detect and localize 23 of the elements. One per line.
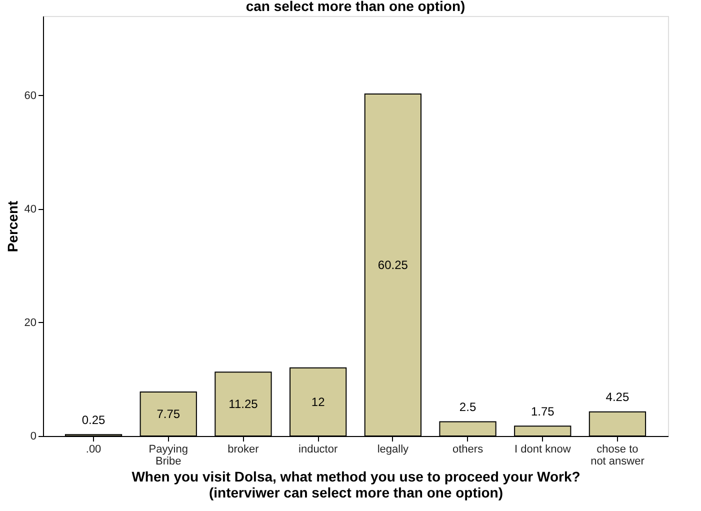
x-tick-label: .00: [86, 444, 102, 456]
data-label: 12: [311, 394, 326, 409]
y-axis-title: Percent: [4, 200, 20, 252]
y-tick-label: 60: [24, 90, 36, 102]
data-label: 60.25: [378, 258, 408, 272]
x-tick-label: inductor: [298, 444, 338, 456]
x-tick-label: I dont know: [514, 444, 571, 456]
data-label: 7.75: [156, 407, 180, 422]
data-label: 4.25: [606, 390, 630, 404]
x-tick-label: broker: [228, 444, 260, 456]
x-tick-label: others: [452, 444, 484, 456]
x-axis-title: When you visit Dolsa, what method you use to proceed your Work? (interviwer can select more than one option): [132, 468, 580, 500]
data-label: 11.25: [228, 397, 258, 412]
data-label: 2.5: [459, 400, 476, 414]
x-tick-label: legally: [377, 444, 410, 456]
y-tick-label: 40: [24, 203, 36, 216]
y-tick-label: 0: [30, 430, 36, 442]
data-label: 1.75: [530, 404, 555, 418]
chart-title: can select more than one option): [246, 0, 466, 14]
x-tick-label: chose to not answer: [590, 444, 645, 468]
y-tick-label: 20: [24, 316, 36, 329]
x-tick-label: Payying Bribe: [148, 444, 188, 468]
data-label: 0.25: [82, 412, 106, 427]
